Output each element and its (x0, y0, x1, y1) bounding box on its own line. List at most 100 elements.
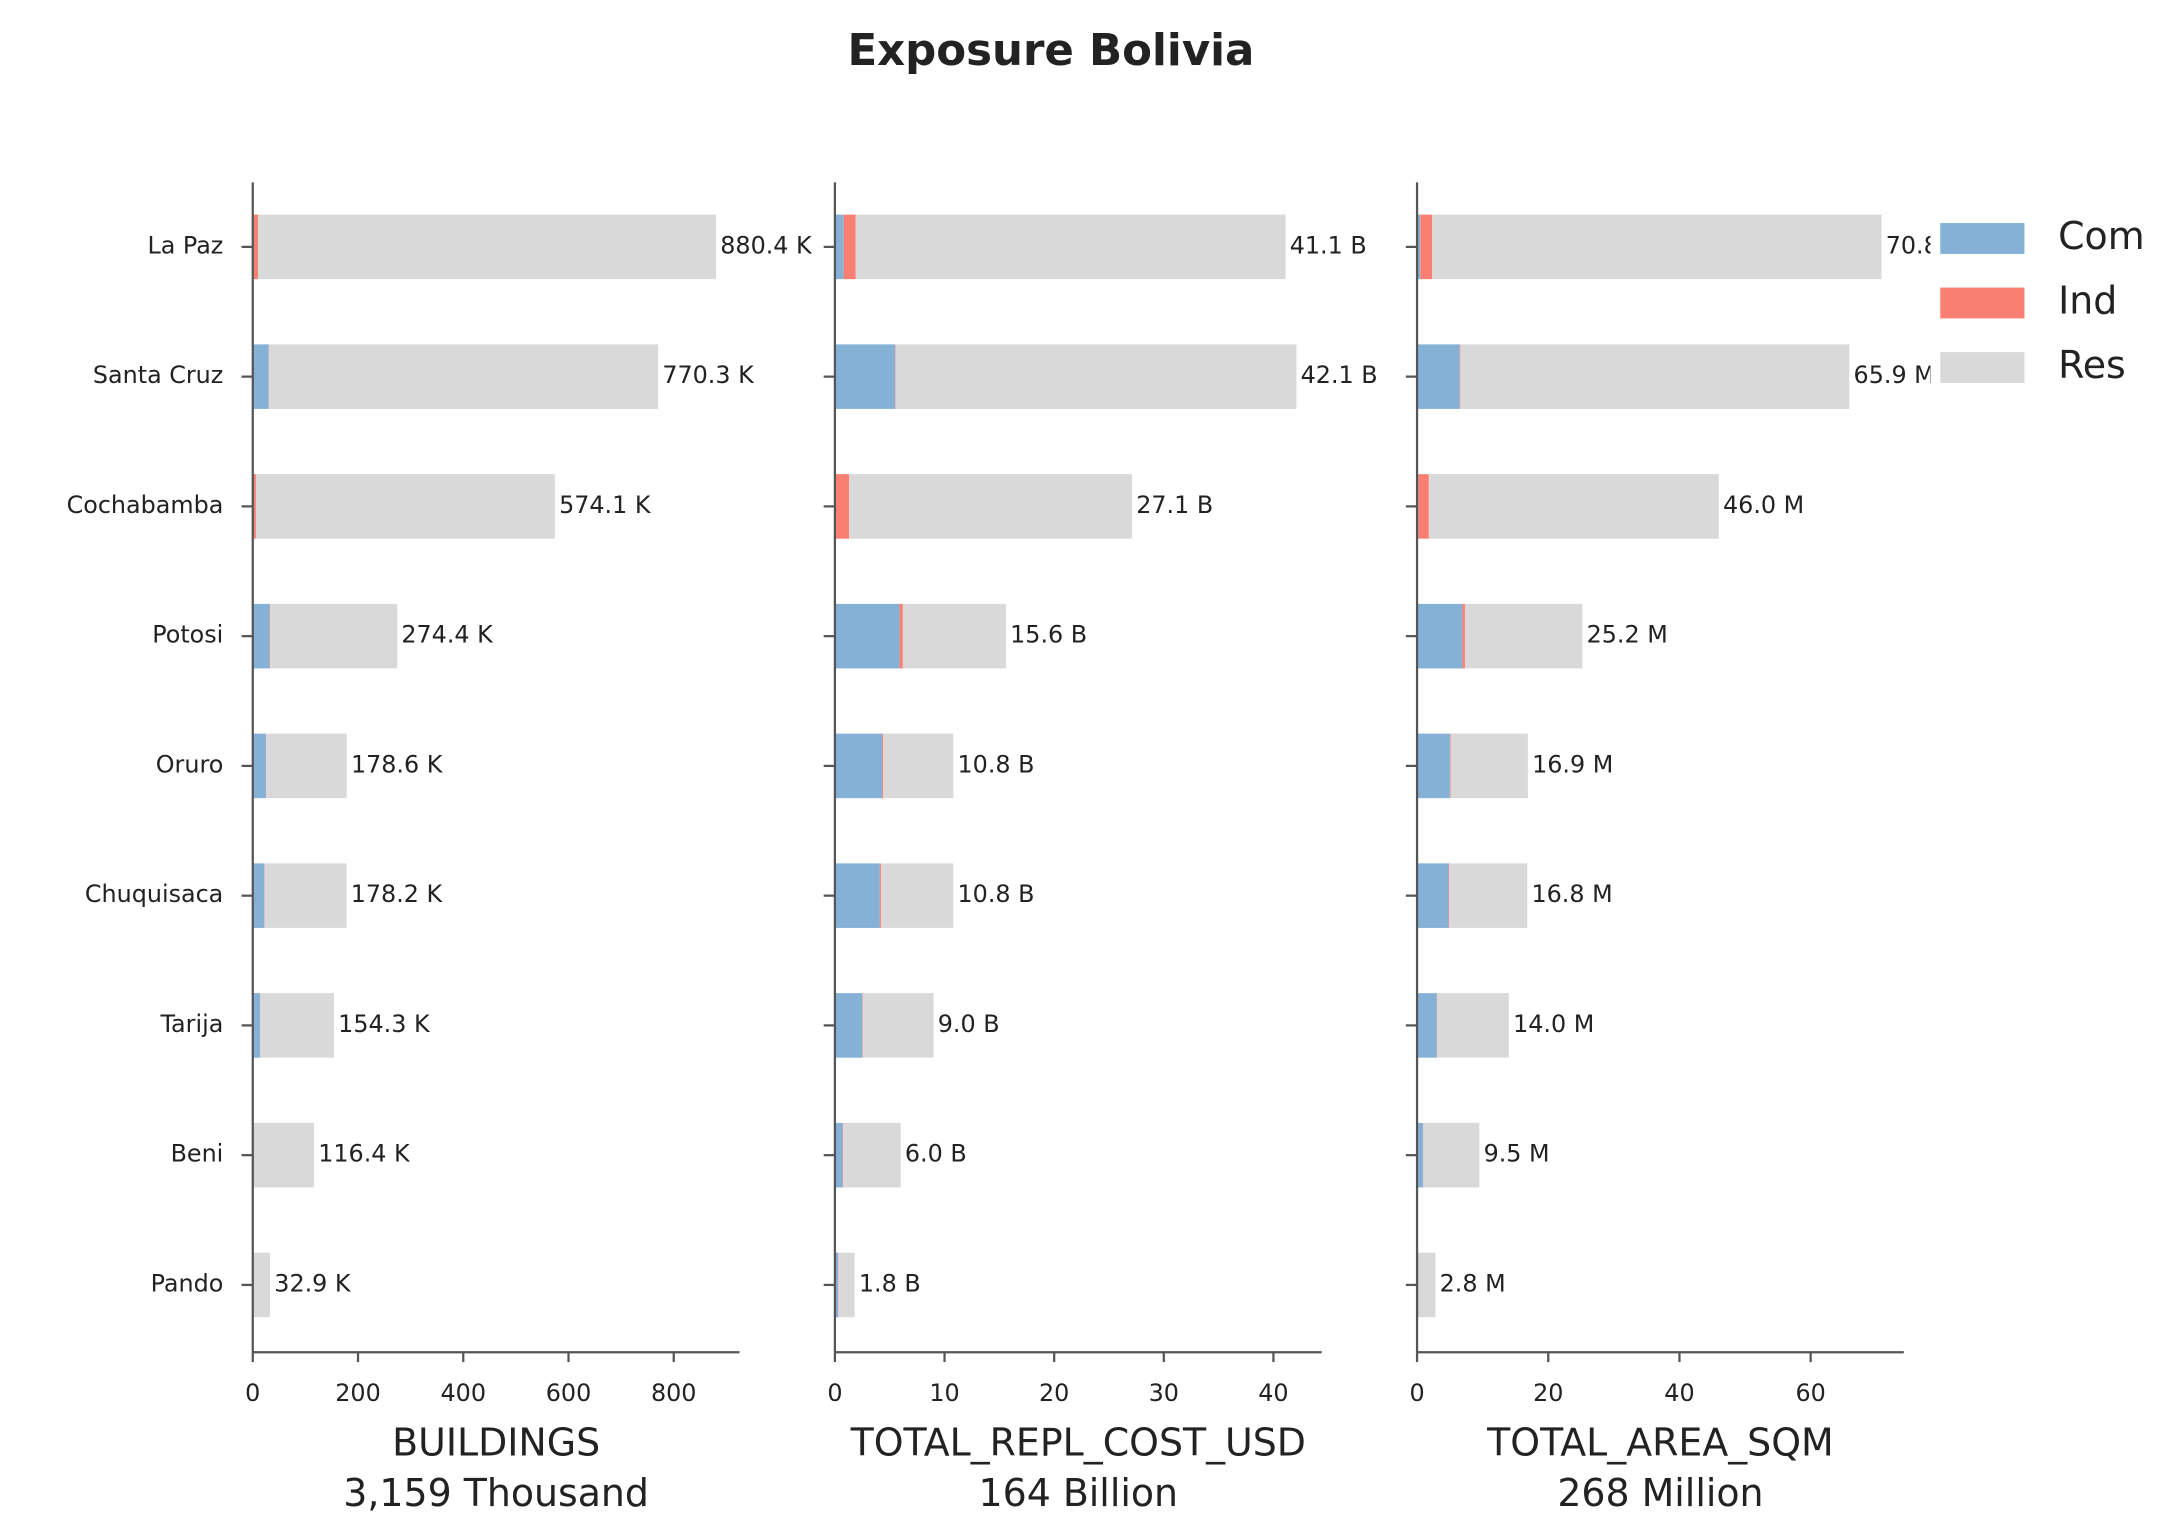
y-tick-label: Santa Cruz (93, 361, 223, 389)
x-tick-label: 20 (1533, 1379, 1563, 1407)
total-label: 880.4 K (720, 231, 813, 259)
legend-label: Com (2058, 214, 2144, 258)
total-label: 46.0 M (1723, 491, 1804, 519)
total-label: 9.0 B (938, 1010, 1000, 1038)
x-tick-label: 30 (1149, 1379, 1179, 1407)
total-label: 574.1 K (559, 491, 652, 519)
total-label: 16.8 M (1531, 880, 1612, 908)
x-axis-label: TOTAL_REPL_COST_USD (850, 1420, 1306, 1464)
bar-segment (895, 344, 896, 409)
x-axis-label: 164 Billion (979, 1471, 1179, 1515)
total-label: 25.2 M (1587, 621, 1668, 649)
bar-segment (1417, 863, 1449, 928)
x-tick-label: 60 (1795, 1379, 1825, 1407)
total-label: 32.9 K (274, 1269, 352, 1297)
bar-segment (255, 474, 555, 539)
bar-segment (258, 214, 717, 280)
bar-segment (834, 214, 844, 280)
bar-segment (1459, 344, 1461, 409)
y-tick-label: Potosi (152, 621, 223, 649)
bar-segment (1417, 733, 1450, 799)
bar-segment (879, 863, 881, 928)
bar-segment (1464, 603, 1583, 669)
total-label: 770.3 K (662, 361, 755, 389)
bar-segment (266, 733, 347, 799)
total-label: 41.1 B (1290, 231, 1367, 259)
total-label: 15.6 B (1010, 621, 1087, 649)
legend-label: Ind (2058, 278, 2117, 322)
x-axis-label: 3,159 Thousand (343, 1471, 649, 1515)
bar-segment (252, 603, 270, 669)
total-label: 16.9 M (1532, 750, 1613, 778)
bar-segment (253, 1252, 271, 1318)
bar-segment (862, 993, 863, 1058)
total-label: 178.2 K (351, 880, 444, 908)
bar-segment (1437, 993, 1509, 1058)
legend-swatch (1940, 287, 2025, 319)
y-tick-label: Tarija (159, 1010, 223, 1038)
bar-segment (882, 733, 884, 799)
x-tick-label: 0 (827, 1379, 842, 1407)
total-label: 10.8 B (958, 750, 1035, 778)
bar-segment (1432, 214, 1882, 280)
bar-segment (1449, 863, 1528, 928)
bar-segment (855, 214, 1286, 280)
y-tick-label: Cochabamba (67, 491, 224, 519)
bar-segment (834, 733, 883, 799)
total-label: 1.8 B (859, 1269, 921, 1297)
total-label: 178.6 K (351, 750, 444, 778)
bar-segment (895, 344, 1297, 409)
x-axis-label: BUILDINGS (392, 1420, 600, 1464)
bar-segment (1417, 993, 1437, 1058)
total-label: 27.1 B (1136, 491, 1213, 519)
bar-segment (1448, 863, 1450, 928)
bar-segment (834, 1122, 843, 1188)
bar-segment (253, 214, 259, 280)
total-label: 116.4 K (318, 1140, 411, 1168)
total-label: 14.0 M (1513, 1010, 1594, 1038)
bar-segment (1462, 603, 1465, 669)
bar-segment (1450, 733, 1528, 799)
bar-segment (1423, 1122, 1480, 1188)
bar-segment (1418, 1252, 1436, 1318)
bar-segment (264, 863, 347, 928)
bar-segment (252, 344, 269, 409)
bar-segment (842, 1122, 844, 1188)
bar-segment (252, 863, 265, 928)
x-tick-label: 40 (1664, 1379, 1694, 1407)
total-label: 274.4 K (401, 621, 494, 649)
bar-segment (253, 1122, 315, 1188)
bar-segment (834, 993, 863, 1058)
y-tick-label: Pando (151, 1269, 224, 1297)
y-tick-label: Oruro (156, 750, 224, 778)
bar-segment (269, 603, 271, 669)
bar-segment (899, 603, 903, 669)
bar-segment (834, 603, 900, 669)
bar-segment (1417, 603, 1463, 669)
x-tick-label: 200 (335, 1379, 380, 1407)
bar-segment (862, 993, 934, 1058)
total-label: 42.1 B (1301, 361, 1378, 389)
x-axis-label: 268 Million (1557, 1471, 1763, 1515)
x-tick-label: 10 (929, 1379, 959, 1407)
bar-segment (834, 863, 880, 928)
bar-segment (836, 474, 850, 539)
bar-segment (260, 993, 334, 1058)
bar-segment (1420, 214, 1433, 280)
total-label: 154.3 K (338, 1010, 431, 1038)
total-label: 65.9 M (1854, 361, 1935, 389)
bar-segment (880, 863, 954, 928)
bar-segment (843, 214, 856, 280)
bar-segment (1417, 1122, 1423, 1188)
bar-segment (1417, 214, 1421, 280)
x-axis-label: TOTAL_AREA_SQM (1486, 1420, 1833, 1464)
y-tick-label: Chuquisaca (85, 880, 223, 908)
bar-segment (843, 1122, 901, 1188)
legend-swatch (1940, 352, 2025, 383)
bar-segment (270, 603, 398, 669)
total-label: 6.0 B (905, 1140, 967, 1168)
x-tick-label: 0 (1409, 1379, 1424, 1407)
total-label: 2.8 M (1440, 1269, 1506, 1297)
bar-segment (252, 993, 261, 1058)
